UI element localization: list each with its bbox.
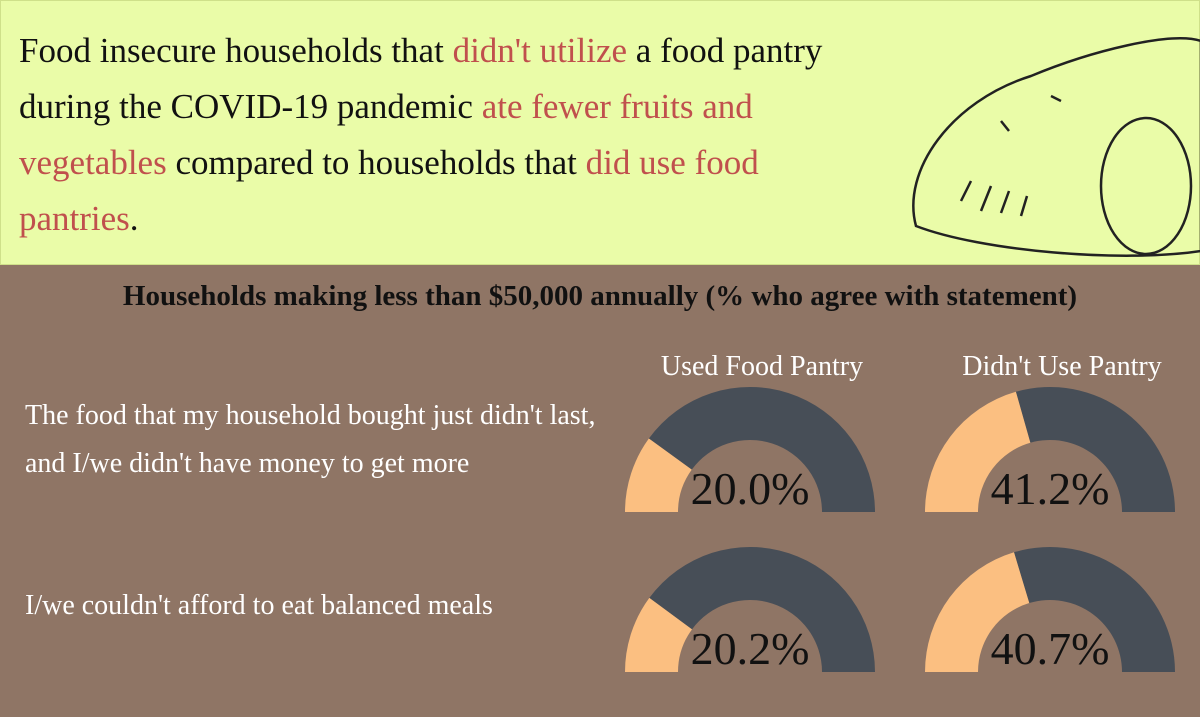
gauge-track — [1013, 547, 1175, 672]
statement: I/we couldn't afford to eat balanced mea… — [25, 590, 493, 621]
headline-segment: a food pantry during the COVID-19 pandem… — [19, 31, 823, 126]
header-panel: Food insecure households that didn't uti… — [0, 0, 1200, 265]
value-label: 20.2% — [691, 623, 810, 674]
gauge-track — [649, 546, 875, 672]
headline-segment: compared to households that — [166, 143, 586, 182]
headline-segment: ate fewer fruits and vegetables — [19, 87, 753, 182]
gauge-track — [1015, 387, 1175, 512]
potato-drawing — [912, 37, 1200, 257]
chart-title: Households making less than $50,000 annu… — [122, 280, 1078, 312]
statement: The food that my household bought just d… — [25, 400, 596, 479]
potato-outline — [912, 37, 1200, 257]
value-label: 20.0% — [691, 463, 810, 514]
gauge-track — [648, 386, 875, 512]
headline-segment: . — [129, 199, 139, 238]
headline-segment: Food insecure households that — [19, 31, 453, 70]
value-label: 40.7% — [991, 623, 1110, 674]
gauge-value — [925, 391, 1031, 512]
gauge-value — [625, 597, 693, 672]
value-label: 41.2% — [991, 463, 1110, 514]
gauge-value — [925, 552, 1030, 672]
gauge-value — [625, 438, 692, 512]
series-header: Didn't Use Pantry — [962, 351, 1161, 382]
headline: Food insecure households that didn't uti… — [19, 23, 869, 247]
headline-segment: didn't utilize — [452, 31, 628, 70]
series-header: Used Food Pantry — [661, 351, 863, 382]
headline-segment: did use food pantries — [19, 143, 759, 238]
